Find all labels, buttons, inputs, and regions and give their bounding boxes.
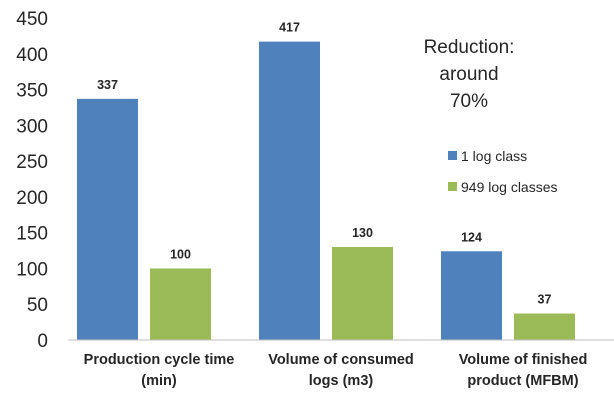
data-label: 130 xyxy=(352,226,373,240)
bars xyxy=(77,41,575,340)
legend: 1 log class 949 log classes xyxy=(448,148,558,195)
y-tick-label: 400 xyxy=(16,45,48,66)
data-labels: 337 417 124 100 130 37 xyxy=(97,21,551,307)
y-tick-label: 450 xyxy=(16,9,48,30)
category-label: logs (m3) xyxy=(309,373,374,389)
legend-swatch xyxy=(448,182,457,191)
category-label: Production cycle time xyxy=(84,352,235,368)
data-label: 417 xyxy=(279,21,300,35)
y-tick-label: 250 xyxy=(16,152,48,173)
data-label: 124 xyxy=(461,230,482,244)
bar-series2-1 xyxy=(150,268,211,340)
bar-series2-2 xyxy=(332,246,393,340)
category-label: Volume of finished xyxy=(459,352,588,368)
y-tick-label: 350 xyxy=(16,81,48,102)
annotation-line: around xyxy=(439,64,498,85)
reduction-annotation: Reduction: around 70% xyxy=(424,37,515,112)
legend-swatch xyxy=(448,151,457,160)
y-tick-label: 200 xyxy=(16,188,48,209)
bar-series1-3 xyxy=(441,251,502,340)
category-label: (min) xyxy=(141,373,177,389)
y-axis: 0 50 100 150 200 250 300 350 400 450 xyxy=(16,9,48,352)
data-label: 100 xyxy=(170,247,191,261)
category-labels: Production cycle time (min) Volume of cons… xyxy=(84,352,588,389)
bar-series1-1 xyxy=(77,98,138,340)
y-tick-label: 0 xyxy=(37,331,48,352)
annotation-line: 70% xyxy=(450,91,488,112)
data-label: 37 xyxy=(538,293,552,307)
category-label: product (MFBM) xyxy=(467,373,578,389)
y-tick-label: 150 xyxy=(16,224,48,245)
bar-series1-2 xyxy=(259,41,320,340)
y-tick-label: 50 xyxy=(27,295,48,316)
y-tick-label: 100 xyxy=(16,259,48,280)
bar-series2-3 xyxy=(514,313,575,340)
data-label: 337 xyxy=(97,78,118,92)
legend-label: 1 log class xyxy=(461,148,527,164)
annotation-line: Reduction: xyxy=(424,37,515,58)
legend-label: 949 log classes xyxy=(461,179,558,195)
category-label: Volume of consumed xyxy=(268,352,414,368)
y-tick-label: 300 xyxy=(16,116,48,137)
